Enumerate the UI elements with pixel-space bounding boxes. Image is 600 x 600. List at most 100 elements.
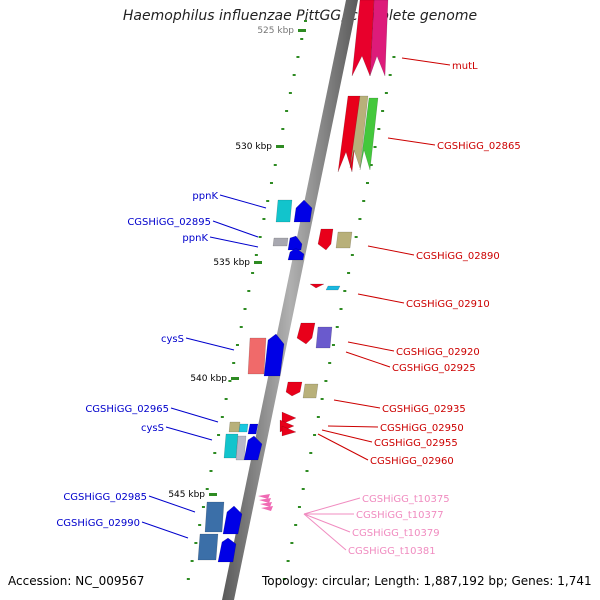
scale-tick-dot [384, 92, 388, 94]
trna-glyph [261, 506, 273, 511]
scale-tick-dot [247, 290, 251, 292]
gene-02990-b [217, 537, 237, 563]
accession-text: Accession: NC_009567 [8, 574, 145, 588]
scale-tick-dot [381, 110, 385, 112]
scale-tick-dot [288, 92, 292, 94]
scale-tick-dot [209, 470, 213, 472]
forward-label-leader [212, 220, 259, 238]
scale-tick-dot [254, 254, 258, 256]
trna-glyph [260, 502, 272, 507]
forward-label-leader [165, 426, 213, 441]
gene-02935-a [285, 381, 303, 397]
gene-cyss-b [263, 333, 285, 377]
scale-tick-dot [300, 38, 304, 40]
forward-label-leader [219, 194, 267, 209]
scale-tick-dot [262, 218, 266, 220]
gene-02865-c [359, 97, 379, 171]
scale-tick-dot [369, 164, 373, 166]
gene-02895 [272, 237, 289, 247]
scale-tick-dot [292, 74, 296, 76]
scale-tick-dot [373, 146, 377, 148]
scale-tick-dot [201, 506, 205, 508]
gene-02965 [228, 421, 241, 433]
gene-02910-a [309, 283, 325, 289]
reverse-gene-label: CGSHiGG_02890 [416, 251, 500, 262]
gene-mutl-block-b [351, 0, 375, 77]
scale-tick-dot [301, 488, 305, 490]
reverse-label-leader [321, 429, 373, 443]
forward-label-leader [209, 236, 259, 248]
gene-02960 [281, 425, 297, 437]
reverse-label-leader [347, 341, 395, 352]
gene-02890-b [335, 231, 353, 249]
scale-tick-dot [239, 326, 243, 328]
reverse-label-leader [345, 351, 391, 368]
scale-label: 530 kbp [235, 142, 272, 152]
trna-gene-label: CGSHiGG_t10375 [362, 494, 450, 505]
scale-tick-dot [235, 344, 239, 346]
scale-tick-dot [377, 128, 381, 130]
scale-tick-dot [331, 344, 335, 346]
trna-label-leader [303, 497, 361, 515]
map-title: Haemophilus influenzae PittGG, complete … [122, 8, 478, 24]
scale-tick-dot [304, 20, 307, 22]
gene-cyss-c [223, 433, 239, 459]
scale-tick-dot [205, 488, 209, 490]
forward-label-leader [141, 521, 189, 539]
forward-label-leader [185, 337, 235, 351]
feature-layer [197, 0, 389, 563]
reverse-label-leader [357, 293, 405, 304]
scale-tick-dot [220, 416, 224, 418]
scale-tick-dot [285, 110, 289, 112]
genome-summary-text: Topology: circular; Length: 1,887,192 bp… [262, 574, 592, 588]
scale-label: 545 kbp [168, 490, 205, 500]
scale-tick-dot [335, 326, 339, 328]
gene-02865-b [349, 95, 369, 169]
forward-label-leader [148, 495, 196, 513]
gene-02990-a [197, 533, 219, 561]
backbone-layer [222, 0, 358, 600]
scale-tick-dot [296, 56, 300, 58]
scale-tick-dot [316, 416, 320, 418]
trna-gene-label: CGSHiGG_t10377 [356, 510, 444, 521]
reverse-gene-label: CGSHiGG_02920 [396, 347, 480, 358]
scale-tick-dot [190, 560, 194, 562]
scale-tick-dot [328, 362, 332, 364]
trna-label-leader [303, 513, 347, 551]
scale-layer: 525 kbp 530 kbp 535 kbp 540 kbp 545 kbp [168, 20, 396, 580]
gene-02910-b [325, 285, 341, 291]
scale-tick-dot [186, 578, 190, 580]
label-layer: mutL CGSHiGG_02865 CGSHiGG_02890 CGSHiGG_02… [56, 57, 521, 557]
scale-tick-dot [273, 164, 277, 166]
gene-02920 [296, 322, 316, 345]
forward-gene-label: ppnK [192, 191, 218, 202]
scale-tick-dot [320, 398, 324, 400]
scale-tick-dot [392, 56, 396, 58]
forward-gene-label: cysS [141, 423, 164, 434]
scale-tick-dot [213, 452, 217, 454]
reverse-label-leader [333, 399, 381, 409]
gene-02985-a [204, 501, 225, 533]
scale-tick-dot [194, 542, 198, 544]
gene-cyss-a [247, 337, 267, 375]
scale-tick-dot [243, 308, 247, 310]
gene-02865-a [337, 95, 361, 173]
scale-major-tick [276, 145, 284, 148]
gene-cyss-e [247, 423, 259, 435]
scale-tick-dot [282, 578, 286, 580]
gene-cyss-f [243, 435, 263, 461]
reverse-label-leader [327, 425, 379, 428]
genome-backbone [222, 0, 358, 600]
scale-major-tick [231, 377, 239, 380]
forward-gene-label: CGSHiGG_02985 [63, 492, 147, 503]
gene-02935-b [302, 383, 319, 399]
trna-glyph [259, 498, 271, 503]
scale-tick-dot [266, 200, 270, 202]
forward-gene-label: ppnK [182, 233, 208, 244]
scale-tick-dot [294, 524, 298, 526]
reverse-gene-label: CGSHiGG_02955 [374, 438, 458, 449]
scale-label: 535 kbp [213, 258, 250, 268]
trna-gene-label: CGSHiGG_t10379 [352, 528, 440, 539]
